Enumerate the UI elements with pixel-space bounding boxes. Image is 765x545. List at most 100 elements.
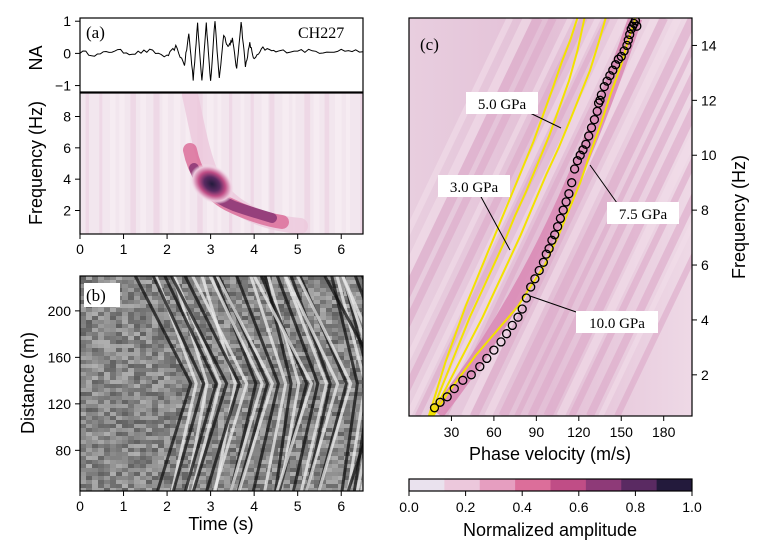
noise-cell xyxy=(146,296,152,300)
noise-cell xyxy=(302,428,308,432)
noise-cell xyxy=(314,400,320,404)
noise-cell xyxy=(344,424,350,428)
noise-cell xyxy=(86,424,92,428)
noise-cell xyxy=(260,300,266,304)
noise-cell xyxy=(224,328,230,332)
noise-cell xyxy=(152,452,158,456)
noise-cell xyxy=(164,288,170,292)
noise-cell xyxy=(80,408,86,412)
noise-cell xyxy=(98,408,104,412)
noise-cell xyxy=(338,376,344,380)
dispersion-pick xyxy=(616,51,626,62)
noise-cell xyxy=(158,300,164,304)
noise-cell xyxy=(278,352,284,356)
noise-cell xyxy=(176,392,182,396)
time-axis-label: Time (s) xyxy=(188,514,253,534)
dispersion-pick xyxy=(429,403,440,413)
noise-cell xyxy=(212,308,218,312)
frequency-tick-label-c: 12 xyxy=(701,92,717,108)
noise-cell xyxy=(116,376,122,380)
noise-cell xyxy=(92,340,98,344)
model-curve-100gpa xyxy=(432,18,637,416)
noise-cell xyxy=(188,376,194,380)
noise-cell xyxy=(260,404,266,408)
noise-cell xyxy=(200,376,206,380)
dispersion-stripe xyxy=(498,18,692,416)
velocity-axis-label: Phase velocity (m/s) xyxy=(469,444,631,464)
noise-cell xyxy=(290,336,296,340)
noise-cell xyxy=(242,360,248,364)
noise-cell xyxy=(164,472,170,476)
noise-cell xyxy=(80,468,86,472)
noise-cell xyxy=(98,424,104,428)
noise-cell xyxy=(284,328,290,332)
noise-cell xyxy=(80,436,86,440)
annotation-box-5gpa xyxy=(466,92,538,114)
noise-cell xyxy=(314,324,320,328)
frequency-tick-label-a: 6 xyxy=(63,140,71,156)
noise-cell xyxy=(140,384,146,388)
noise-cell xyxy=(140,444,146,448)
noise-cell xyxy=(344,364,350,368)
noise-cell xyxy=(188,444,194,448)
spectrogram-streak xyxy=(119,93,125,234)
noise-cell xyxy=(164,464,170,468)
noise-cell xyxy=(86,484,92,488)
noise-cell xyxy=(134,380,140,384)
noise-cell xyxy=(134,352,140,356)
noise-cell xyxy=(272,448,278,452)
noise-cell xyxy=(170,396,176,400)
noise-cell xyxy=(332,280,338,284)
noise-cell xyxy=(158,472,164,476)
noise-cell xyxy=(134,288,140,292)
noise-cell xyxy=(284,292,290,296)
noise-cell xyxy=(86,340,92,344)
noise-cell xyxy=(128,448,134,452)
noise-cell xyxy=(314,372,320,376)
dispersion-pick xyxy=(555,213,566,224)
noise-cell xyxy=(266,456,272,460)
noise-cell xyxy=(320,296,326,300)
noise-cell xyxy=(170,284,176,288)
noise-cell xyxy=(200,464,206,468)
noise-cell xyxy=(218,476,224,480)
noise-cell xyxy=(200,332,206,336)
noise-cell xyxy=(116,360,122,364)
noise-cell xyxy=(338,428,344,432)
noise-cell xyxy=(110,468,116,472)
noise-cell xyxy=(80,316,86,320)
noise-cell xyxy=(218,352,224,356)
noise-cell xyxy=(230,456,236,460)
noise-cell xyxy=(332,444,338,448)
dispersion-pick xyxy=(586,123,597,133)
noise-cell xyxy=(158,424,164,428)
noise-cell xyxy=(110,472,116,476)
noise-cell xyxy=(140,332,146,336)
noise-cell xyxy=(296,484,302,488)
noise-cell xyxy=(224,276,230,280)
noise-cell xyxy=(104,328,110,332)
noise-cell xyxy=(158,312,164,316)
noise-cell xyxy=(182,484,188,488)
colorbar-segments xyxy=(409,479,693,491)
noise-cell xyxy=(236,396,242,400)
noise-cell xyxy=(152,444,158,448)
noise-cell xyxy=(194,484,200,488)
noise-cell xyxy=(320,308,326,312)
noise-cell xyxy=(188,476,194,480)
na-tick-label: −1 xyxy=(55,78,71,94)
colorbar-tick-label: 0.2 xyxy=(456,499,476,515)
noise-cell xyxy=(86,372,92,376)
noise-cell xyxy=(230,280,236,284)
noise-cell xyxy=(80,336,86,340)
dispersion-pick xyxy=(550,230,560,240)
noise-cell xyxy=(98,464,104,468)
noise-cell xyxy=(86,464,92,468)
noise-cell xyxy=(218,436,224,440)
noise-cell xyxy=(176,440,182,444)
noise-cell xyxy=(332,384,338,388)
noise-cell xyxy=(170,468,176,472)
noise-cell xyxy=(146,348,152,352)
noise-cell xyxy=(140,348,146,352)
noise-cell xyxy=(344,412,350,416)
